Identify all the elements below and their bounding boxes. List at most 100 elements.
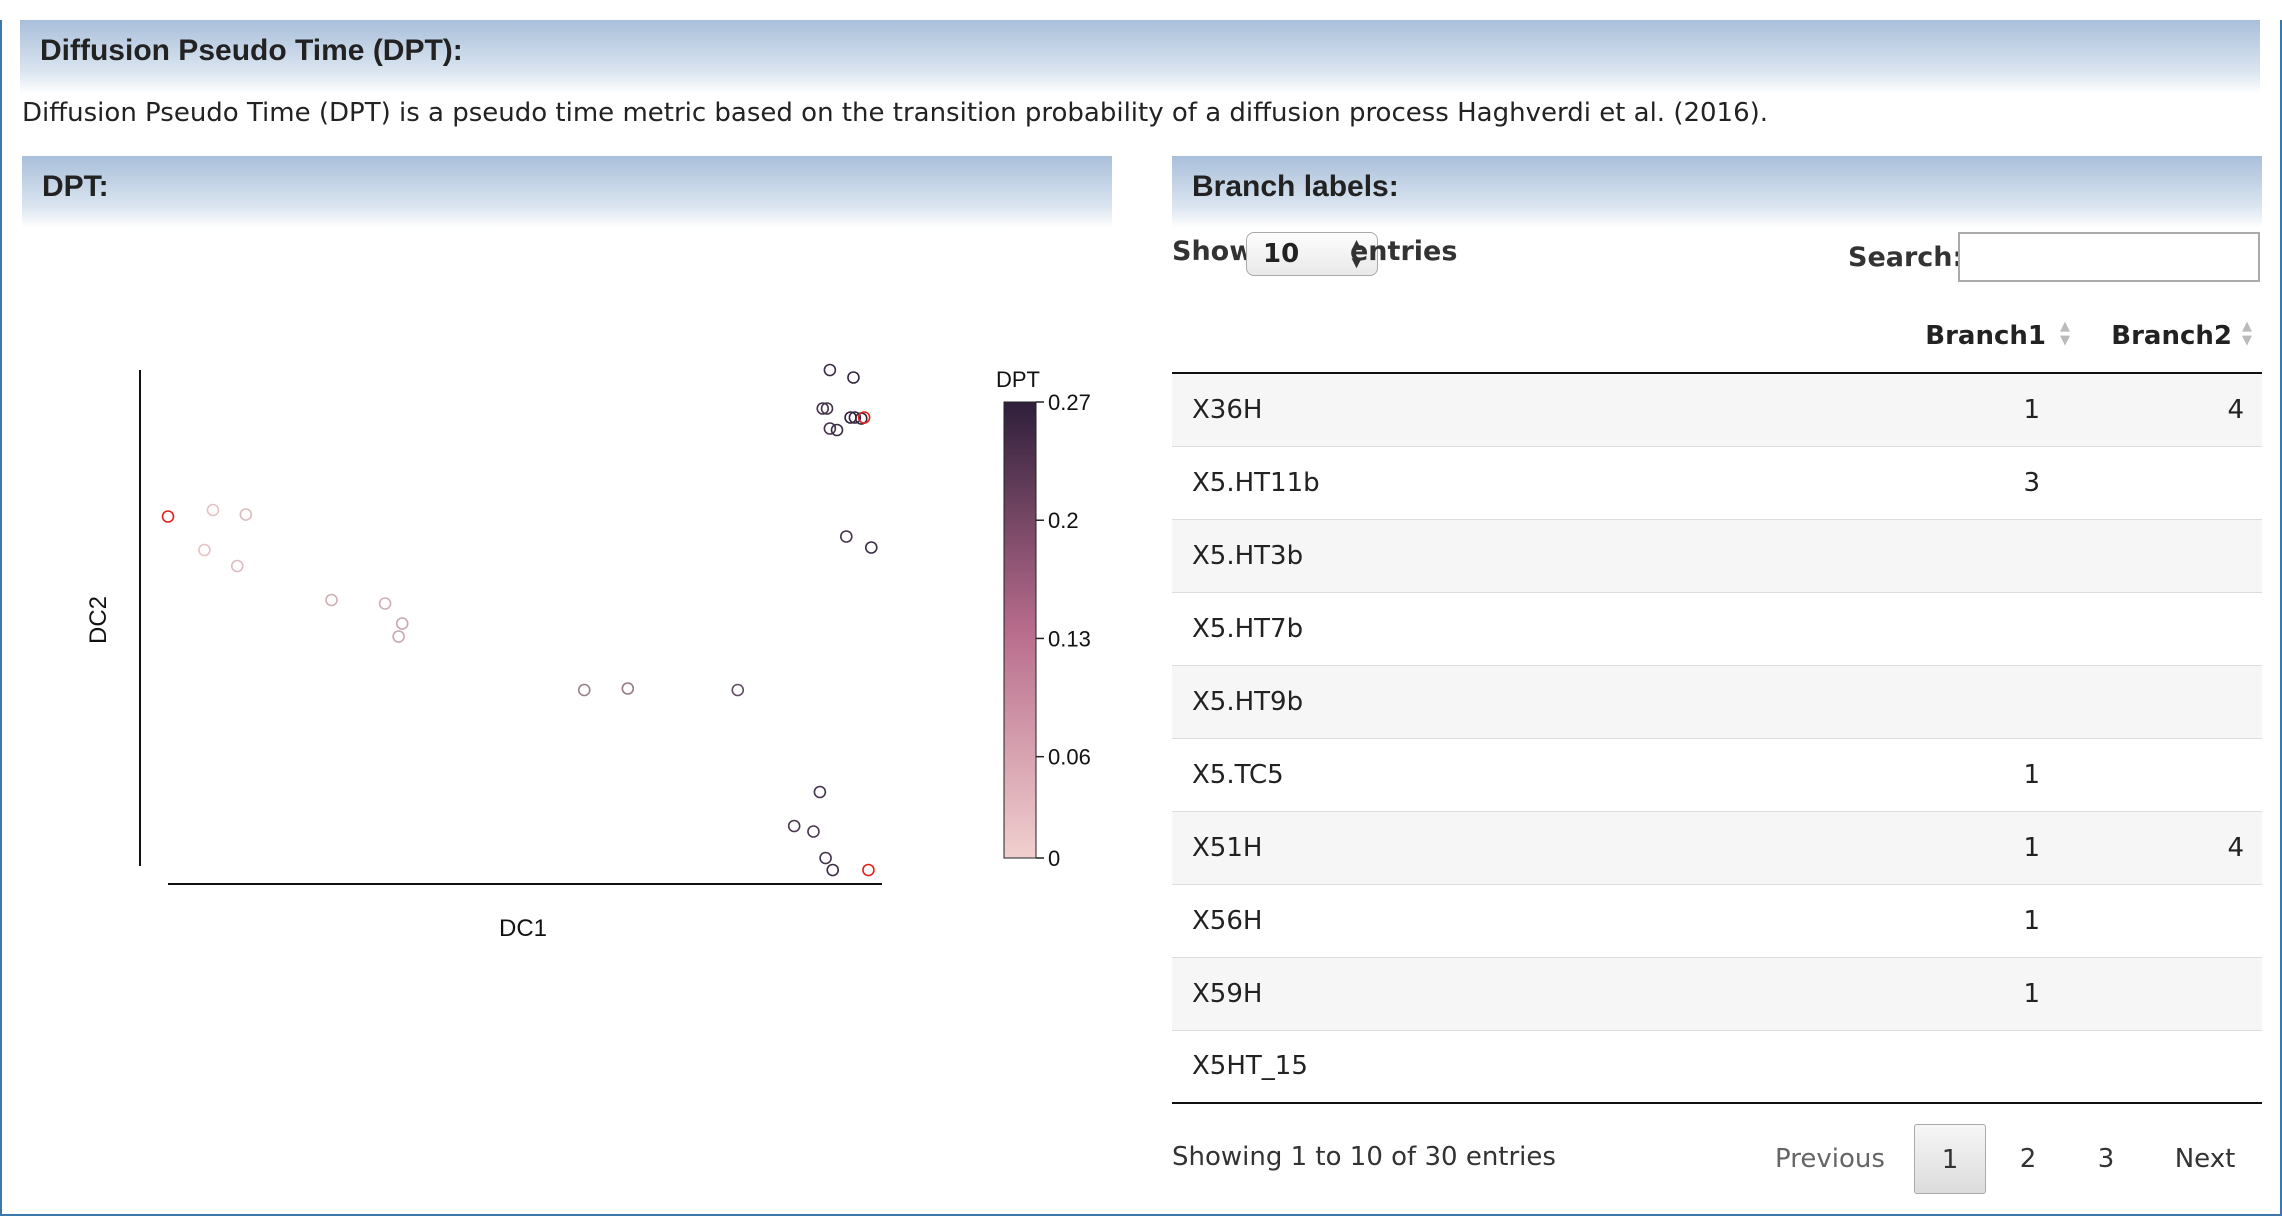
data-point [864,541,878,554]
branch2-cell: 4 [2080,811,2262,885]
x-axis-label: DC1 [499,915,547,942]
data-point [230,559,244,573]
data-point [857,411,871,424]
branch1-cell: 1 [1706,373,2080,447]
data-point [848,411,862,424]
data-point [239,508,253,521]
data-point [392,630,405,643]
branch1-cell: 1 [1706,811,2080,885]
dpt-scatter-plot: DC1 DC2 DPT 0 0.06 0.13 0.2 0.27 [85,363,1091,942]
data-point [787,819,801,833]
description-text: Diffusion Pseudo Time (DPT) is a pseudo … [22,98,1769,128]
branch2-cell [2080,738,2262,812]
branch2-cell [2080,957,2262,1031]
table-row: X5.HT9b [1172,665,2262,739]
entries-select[interactable]: 10 ▲ ▼ [1246,232,1378,276]
branch1-cell: 3 [1706,446,2080,520]
data-point [816,402,830,415]
table-row: X56H 1 [1172,884,2262,958]
legend-tick-label: 0.06 [1048,745,1091,770]
data-point [577,683,591,697]
table-info: Showing 1 to 10 of 30 entries [1172,1142,1556,1172]
panel-frame [0,20,2282,1216]
table-row: X59H 1 [1172,957,2262,1031]
data-point [198,543,211,557]
row-label-cell: X51H [1172,811,1706,885]
data-point [206,503,220,517]
page-button-2[interactable]: 2 [2019,1144,2037,1174]
branch1-cell [1706,592,2080,666]
row-label-cell: X56H [1172,884,1706,958]
select-arrows-icon: ▲ ▼ [1348,235,1365,272]
column-header-branch1-label: Branch1 [1925,321,2046,351]
branch1-cell [1706,1030,2080,1104]
table-row: X5HT_15 [1172,1030,2262,1104]
branch-panel-header: Branch labels: [1172,156,2262,228]
data-point [823,363,837,377]
row-label-cell: X5HT_15 [1172,1030,1706,1104]
table-row: X5.TC5 1 [1172,738,2262,812]
row-label-cell: X5.HT11b [1172,446,1706,520]
branch2-cell [2080,592,2262,666]
entries-label: entries [1350,236,1458,267]
sort-icon: ▲ ▼ [2242,319,2252,348]
data-point [621,682,635,695]
data-point [826,863,840,877]
row-label-cell: X59H [1172,957,1706,1031]
column-header-branch1[interactable]: Branch1 ▲ ▼ [1706,300,2080,374]
previous-button[interactable]: Previous [1775,1144,1885,1174]
branch1-cell [1706,519,2080,593]
column-header-name [1172,300,1706,374]
color-legend-title: DPT [996,367,1040,392]
page-title: Diffusion Pseudo Time (DPT): [40,34,463,67]
branch2-cell [2080,519,2262,593]
next-button[interactable]: Next [2174,1144,2236,1174]
row-label-cell: X5.TC5 [1172,738,1706,812]
branch1-cell: 1 [1706,957,2080,1031]
search-label: Search: [1848,242,1964,273]
data-point [820,402,834,415]
search-input[interactable] [1958,232,2260,282]
table-row: X36H 1 4 [1172,373,2262,447]
legend-tick-label: 0.2 [1048,508,1079,533]
data-point [813,785,827,799]
y-axis-label: DC2 [85,596,112,644]
branch2-cell [2080,884,2262,958]
branch1-cell [1706,665,2080,739]
data-point [847,371,860,384]
dpt-panel-title: DPT: [42,170,109,203]
table-row: X51H 1 4 [1172,811,2262,885]
row-label-cell: X5.HT3b [1172,519,1706,593]
data-point [378,597,392,610]
column-header-branch2[interactable]: Branch2 ▲ ▼ [2080,300,2262,374]
column-header-branch2-label: Branch2 [2111,321,2232,351]
entries-select-value: 10 [1263,239,1300,269]
legend-tick-label: 0.27 [1048,390,1091,415]
data-point [819,851,832,865]
branch2-cell [2080,446,2262,520]
table-row: X5.HT11b 3 [1172,446,2262,520]
show-label: Show [1172,236,1255,267]
sort-icon: ▲ ▼ [2060,319,2070,348]
data-point [830,423,844,437]
branch2-cell: 4 [2080,373,2262,447]
branch2-cell [2080,1030,2262,1104]
data-point [395,617,409,630]
table-row: X5.HT3b [1172,519,2262,593]
page-button-3[interactable]: 3 [2097,1144,2115,1174]
data-point [839,530,853,543]
color-legend-bar [1003,401,1037,859]
row-label-cell: X5.HT7b [1172,592,1706,666]
data-point [325,593,338,607]
branch-table: Branch1 ▲ ▼ Branch2 ▲ ▼ X36H 1 4 X5.HT11b 3 X5.… [1172,300,2262,1104]
row-label-cell: X5.HT9b [1172,665,1706,739]
table-row: X5.HT7b [1172,592,2262,666]
branch1-cell: 1 [1706,884,2080,958]
data-point [731,683,745,697]
data-point [862,863,875,877]
table-header-row: Branch1 ▲ ▼ Branch2 ▲ ▼ [1172,300,2262,374]
data-point [807,825,820,838]
page-button-1[interactable]: 1 [1914,1124,1986,1194]
legend-tick-label: 0 [1048,846,1060,871]
branch-panel-title: Branch labels: [1192,170,1399,203]
